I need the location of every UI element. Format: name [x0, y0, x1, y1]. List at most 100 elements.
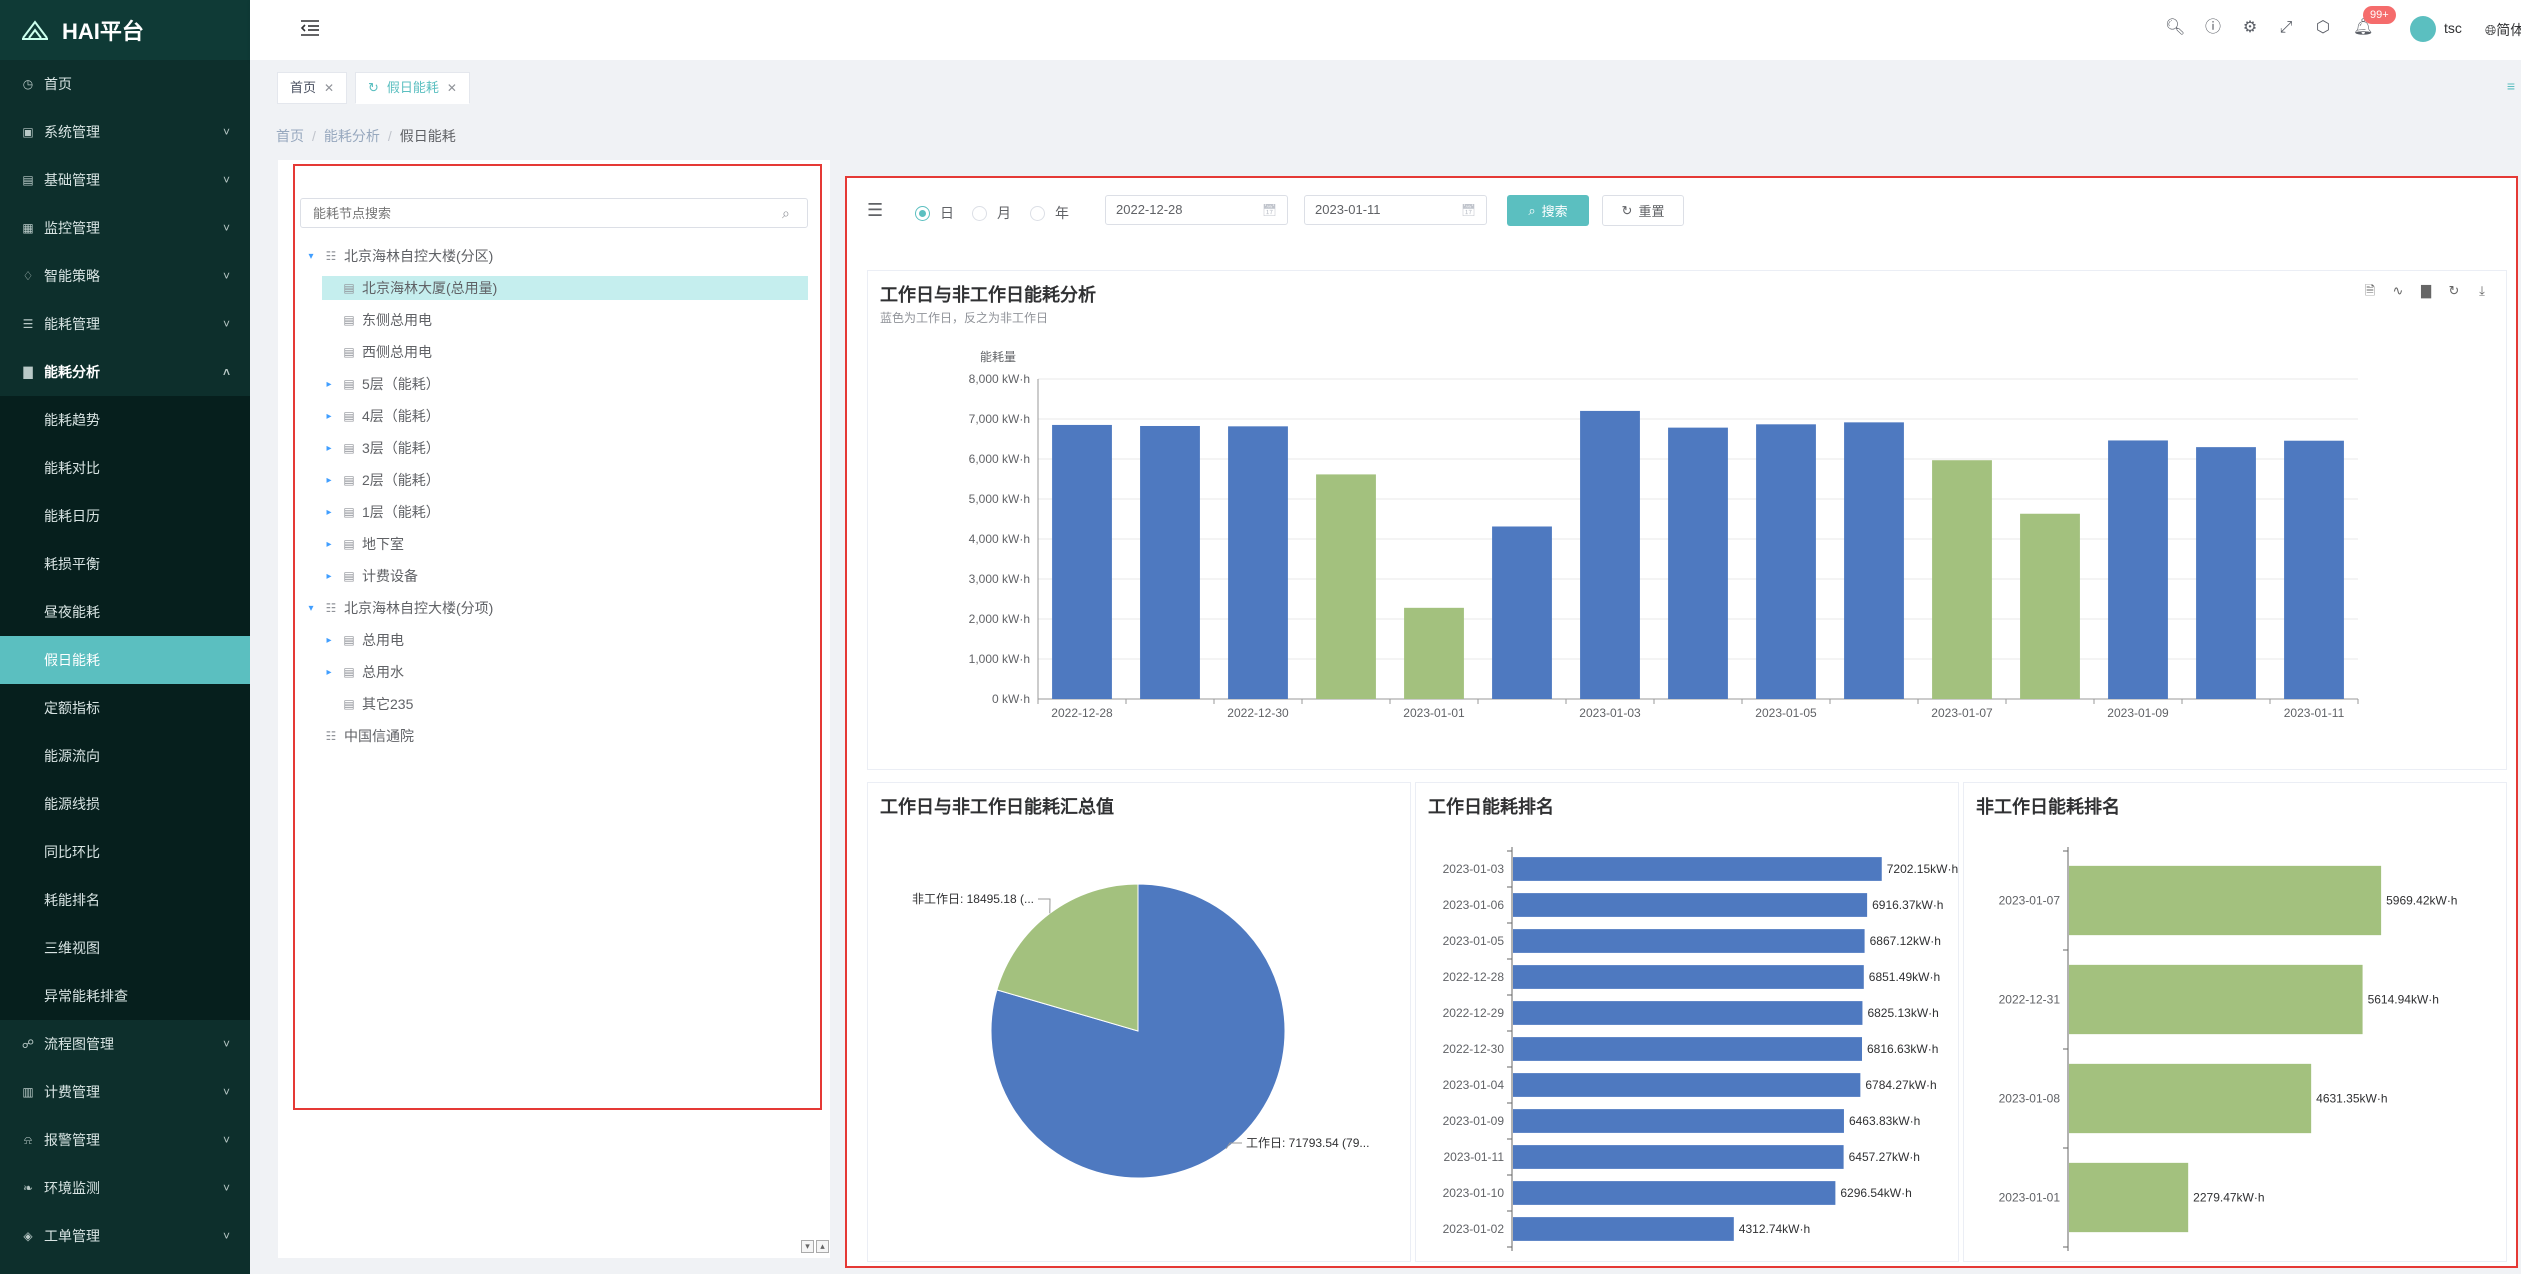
menu-collapse-icon[interactable]	[298, 16, 322, 40]
sidebar-item[interactable]: ▣ 系统管理 ˅	[0, 108, 250, 156]
rank-bar[interactable]	[1513, 965, 1864, 989]
rank-bar[interactable]	[1513, 1073, 1861, 1097]
rank-bar[interactable]	[2069, 964, 2363, 1035]
tree-node[interactable]: ▤ 其它235	[322, 692, 413, 716]
data-view-icon[interactable]: 🗎︎	[2364, 283, 2376, 298]
scroll-up-icon[interactable]: ▴	[816, 1240, 829, 1253]
sidebar-item[interactable]: ☍ 流程图管理 ˅	[0, 1020, 250, 1068]
sidebar-subitem[interactable]: 定额指标	[0, 684, 250, 732]
line-chart-icon[interactable]: ∿	[2392, 283, 2404, 298]
tree-node[interactable]: ▾ ☷ 北京海林自控大楼(分项)	[304, 596, 493, 620]
tabs-more-icon[interactable]: ≡	[2506, 78, 2515, 94]
restore-icon[interactable]: ↻	[2448, 283, 2460, 298]
rank-bar[interactable]	[1513, 1037, 1863, 1061]
rank-bar[interactable]	[1513, 1217, 1734, 1241]
breadcrumb-item[interactable]: 能耗分析	[323, 128, 380, 144]
search-button[interactable]: ⌕ 搜索	[1507, 195, 1589, 226]
fullscreen-icon[interactable]: ⤢	[2279, 19, 2293, 36]
sidebar-item[interactable]: ⍾ 报警管理 ˅	[0, 1116, 250, 1164]
sidebar-item[interactable]: ▤ 基础管理 ˅	[0, 156, 250, 204]
radio-day[interactable]: 日	[915, 203, 954, 223]
close-icon[interactable]: ✕	[446, 81, 457, 95]
rank-bar[interactable]	[1513, 1109, 1844, 1133]
close-icon[interactable]: ✕	[324, 81, 335, 95]
tree-node[interactable]: ▸ ▤ 总用水	[322, 660, 404, 684]
sidebar-subitem[interactable]: 能源线损	[0, 780, 250, 828]
sidebar-subitem[interactable]: 耗能排名	[0, 876, 250, 924]
sidebar-subitem[interactable]: 能耗趋势	[0, 396, 250, 444]
bar[interactable]	[2020, 513, 2080, 699]
rank-bar[interactable]	[1513, 1145, 1844, 1169]
tree-search-input[interactable]	[300, 198, 808, 228]
bar[interactable]	[2284, 440, 2344, 699]
sidebar-item[interactable]: ▦ 监控管理 ˅	[0, 204, 250, 252]
tree-node[interactable]: ▤ 东侧总用电	[322, 308, 432, 332]
caret-right-icon[interactable]: ▸	[326, 538, 332, 550]
sidebar-subitem[interactable]: 同比环比	[0, 828, 250, 876]
language-switch[interactable]: 🌐︎简体	[2485, 20, 2521, 40]
rank-bar[interactable]	[1513, 1181, 1836, 1205]
sidebar-subitem[interactable]: 昼夜能耗	[0, 588, 250, 636]
bar[interactable]	[2196, 447, 2256, 699]
download-icon[interactable]: ⤓	[2479, 283, 2485, 298]
caret-right-icon[interactable]: ▸	[326, 570, 332, 582]
sidebar-subitem[interactable]: 假日能耗	[0, 636, 250, 684]
start-date-input[interactable]: 2022-12-28 📅︎	[1105, 195, 1288, 225]
bar[interactable]	[1580, 410, 1640, 699]
tree-node[interactable]: ▸ ▤ 2层（能耗）	[322, 468, 439, 492]
help-icon[interactable]: ⓘ	[2204, 19, 2221, 36]
bar[interactable]	[1316, 474, 1376, 699]
radio-month[interactable]: 月	[972, 203, 1011, 223]
breadcrumb-item[interactable]: 首页	[276, 128, 304, 144]
bar[interactable]	[2108, 440, 2168, 699]
avatar[interactable]	[2410, 16, 2436, 42]
caret-right-icon[interactable]: ▸	[326, 442, 332, 454]
rank-bar[interactable]	[2069, 865, 2382, 936]
sidebar-subitem[interactable]: 异常能耗排查	[0, 972, 250, 1020]
tree-node[interactable]: ▤ 北京海林大厦(总用量)	[322, 276, 808, 300]
caret-down-icon[interactable]: ▾	[308, 602, 314, 614]
bar[interactable]	[1844, 422, 1904, 699]
tree-node[interactable]: ☷ 中国信通院	[304, 724, 414, 748]
tree-node[interactable]: ▸ ▤ 5层（能耗）	[322, 372, 439, 396]
scroll-down-icon[interactable]: ▾	[801, 1240, 814, 1253]
caret-right-icon[interactable]: ▸	[326, 506, 332, 518]
tree-node[interactable]: ▾ ☷ 北京海林自控大楼(分区)	[304, 244, 493, 268]
sidebar-item[interactable]: ◷ 首页	[0, 60, 250, 108]
bar-chart-icon[interactable]: ▇	[2421, 283, 2431, 298]
sidebar-subitem[interactable]: 能源流向	[0, 732, 250, 780]
settings-icon[interactable]: ⚙	[2242, 19, 2258, 36]
tree-node[interactable]: ▸ ▤ 3层（能耗）	[322, 436, 439, 460]
caret-right-icon[interactable]: ▸	[326, 474, 332, 486]
cube-icon[interactable]: ⬡	[2316, 19, 2330, 36]
sidebar-subitem[interactable]: 能耗对比	[0, 444, 250, 492]
sidebar-subitem[interactable]: 能耗日历	[0, 492, 250, 540]
bar[interactable]	[1140, 425, 1200, 699]
bar[interactable]	[1492, 526, 1552, 699]
rank-bar[interactable]	[1513, 893, 1868, 917]
sidebar-item[interactable]: ☰ 能耗管理 ˅	[0, 300, 250, 348]
sidebar-item[interactable]: ♢ 智能策略 ˅	[0, 252, 250, 300]
tree-node[interactable]: ▤ 西侧总用电	[322, 340, 432, 364]
bar[interactable]	[1932, 460, 1992, 699]
reset-button[interactable]: ↻ 重置	[1602, 195, 1684, 226]
bar[interactable]	[1228, 426, 1288, 699]
rank-bar[interactable]	[2069, 1063, 2312, 1134]
tree-node[interactable]: ▸ ▤ 计费设备	[322, 564, 418, 588]
tree-node[interactable]: ▸ ▤ 总用电	[322, 628, 404, 652]
caret-right-icon[interactable]: ▸	[326, 634, 332, 646]
rank-bar[interactable]	[2069, 1162, 2189, 1233]
tree-node[interactable]: ▸ ▤ 4层（能耗）	[322, 404, 439, 428]
bar[interactable]	[1668, 427, 1728, 699]
tree-node[interactable]: ▸ ▤ 地下室	[322, 532, 404, 556]
rank-bar[interactable]	[1513, 1001, 1863, 1025]
caret-right-icon[interactable]: ▸	[326, 666, 332, 678]
sidebar-item-energy-analysis[interactable]: ▇ 能耗分析 ˄	[0, 348, 250, 396]
sidebar-item[interactable]: ◈ 工单管理 ˅	[0, 1212, 250, 1260]
tab-home[interactable]: 首页 ✕	[277, 72, 348, 104]
sidebar-subitem[interactable]: 三维视图	[0, 924, 250, 972]
tab-holiday-energy[interactable]: ↻ 假日能耗 ✕	[355, 72, 470, 104]
sidebar-subitem[interactable]: 耗损平衡	[0, 540, 250, 588]
rank-bar[interactable]	[1513, 929, 1865, 953]
bar[interactable]	[1052, 424, 1112, 699]
